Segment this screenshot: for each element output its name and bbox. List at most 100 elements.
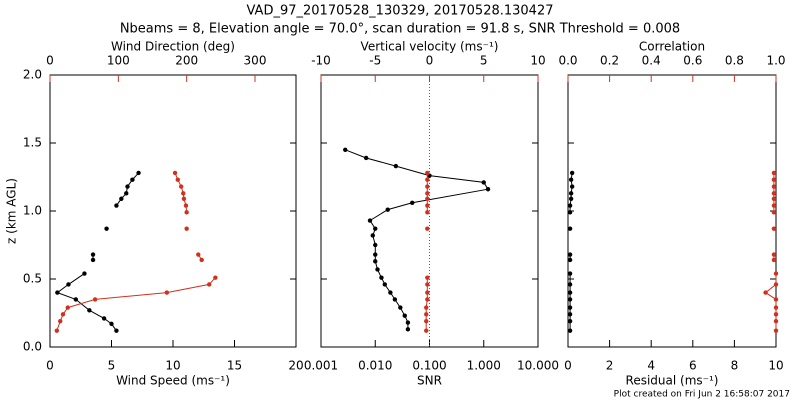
x-tick-label: 0 (46, 359, 54, 373)
profile-point (393, 163, 399, 169)
plot-frame (49, 74, 297, 348)
profile-point (207, 282, 212, 287)
profile-point (771, 252, 777, 257)
profile-point (425, 275, 430, 280)
profile-point (184, 226, 189, 231)
x2-axis-label: Vertical velocity (ms⁻¹) (361, 40, 499, 54)
profile-point (114, 328, 119, 333)
profile-point (114, 203, 119, 208)
profile-point (196, 252, 201, 257)
x-axis-label: Residual (ms⁻¹) (626, 374, 719, 388)
profile-point (181, 196, 187, 201)
profile-point (481, 180, 486, 185)
profile-point (773, 282, 779, 287)
profile-point (373, 226, 378, 231)
profile-point (567, 271, 573, 276)
y-tick-label: 0.5 (23, 272, 42, 286)
profile-point (87, 308, 92, 313)
profile-point (343, 147, 348, 152)
profile-point (567, 318, 573, 324)
profile-point (567, 328, 573, 333)
profile-point (424, 305, 429, 310)
profile-point (771, 170, 777, 176)
profile-point (567, 312, 573, 317)
x2-tick-label: -5 (369, 54, 381, 68)
profile-point (92, 297, 98, 302)
profile-point (388, 290, 393, 295)
profile-point (773, 271, 779, 276)
x-tick-label: 6 (689, 359, 697, 373)
profile-point (136, 170, 141, 176)
profile-point (58, 318, 63, 324)
profile-point (567, 252, 573, 257)
profile-point (425, 226, 430, 231)
chart-title: VAD_97_20170528_130329, 20170528.130427 (247, 4, 554, 19)
x2-tick-label: 0.0 (558, 54, 577, 68)
x2-axis-label: Wind Direction (deg) (111, 40, 235, 54)
profile-point (568, 191, 574, 196)
profile-point (425, 184, 430, 189)
profile-point (119, 196, 124, 201)
x2-tick-label: 100 (107, 54, 130, 68)
profile-point (213, 275, 218, 280)
profile-point (771, 257, 777, 263)
profile-point (567, 282, 573, 287)
profile-point (425, 297, 430, 302)
profile-point (385, 207, 390, 212)
x2-tick-label: 10 (530, 54, 545, 68)
x-tick-label: 4 (647, 359, 655, 373)
profile-point (425, 290, 430, 295)
profile-point (405, 320, 411, 325)
x2-tick-label: 0.8 (725, 54, 744, 68)
profile-point (771, 226, 777, 231)
profile-point (567, 290, 573, 295)
profile-point (773, 328, 779, 333)
profile-point (367, 218, 373, 223)
profile-line (56, 172, 216, 331)
x-tick-label: 2 (606, 359, 614, 373)
profile-point (405, 327, 411, 332)
profile-point (425, 196, 430, 201)
profile-point (771, 196, 777, 201)
x2-axis-label: Correlation (639, 40, 705, 54)
x2-tick-label: 0.4 (642, 54, 661, 68)
y-tick-label: 1.0 (23, 204, 42, 218)
profile-point (65, 305, 70, 310)
y-tick-label: 0.0 (23, 340, 42, 354)
profile-line (345, 149, 489, 330)
x-tick-label: 8 (731, 359, 739, 373)
profile-point (54, 328, 60, 333)
profile-point (771, 184, 777, 189)
profile-point (771, 210, 777, 215)
x2-tick-label: 0.6 (683, 54, 702, 68)
profile-point (773, 318, 779, 324)
profile-point (379, 275, 384, 280)
profile-point (73, 297, 79, 302)
profile-point (771, 177, 777, 182)
x-tick-label: 1.000 (467, 359, 501, 373)
x2-tick-label: 300 (244, 54, 267, 68)
x2-tick-label: -10 (311, 54, 331, 68)
profile-point (771, 203, 777, 208)
plot-frame (567, 74, 777, 348)
y-tick-label: 2.0 (23, 68, 42, 82)
profile-point (382, 282, 388, 287)
profile-point (130, 177, 135, 182)
profile-point (569, 170, 575, 176)
profile-point (773, 297, 779, 302)
profile-point (568, 177, 574, 182)
profile-point (179, 184, 184, 189)
x-axis-label: Wind Speed (ms⁻¹) (116, 374, 230, 388)
chart-subtitle: Nbeams = 8, Elevation angle = 70.0°, sca… (120, 22, 680, 37)
x-tick-label: 5 (108, 359, 116, 373)
profile-point (773, 305, 779, 310)
profile-point (425, 170, 430, 176)
profile-point (104, 226, 109, 231)
profile-point (425, 191, 430, 196)
profile-point (567, 305, 573, 310)
profile-point (567, 226, 573, 231)
profile-point (425, 210, 430, 215)
profile-point (763, 290, 768, 295)
x2-tick-label: 200 (175, 54, 198, 68)
x2-tick-label: 0 (46, 54, 54, 68)
